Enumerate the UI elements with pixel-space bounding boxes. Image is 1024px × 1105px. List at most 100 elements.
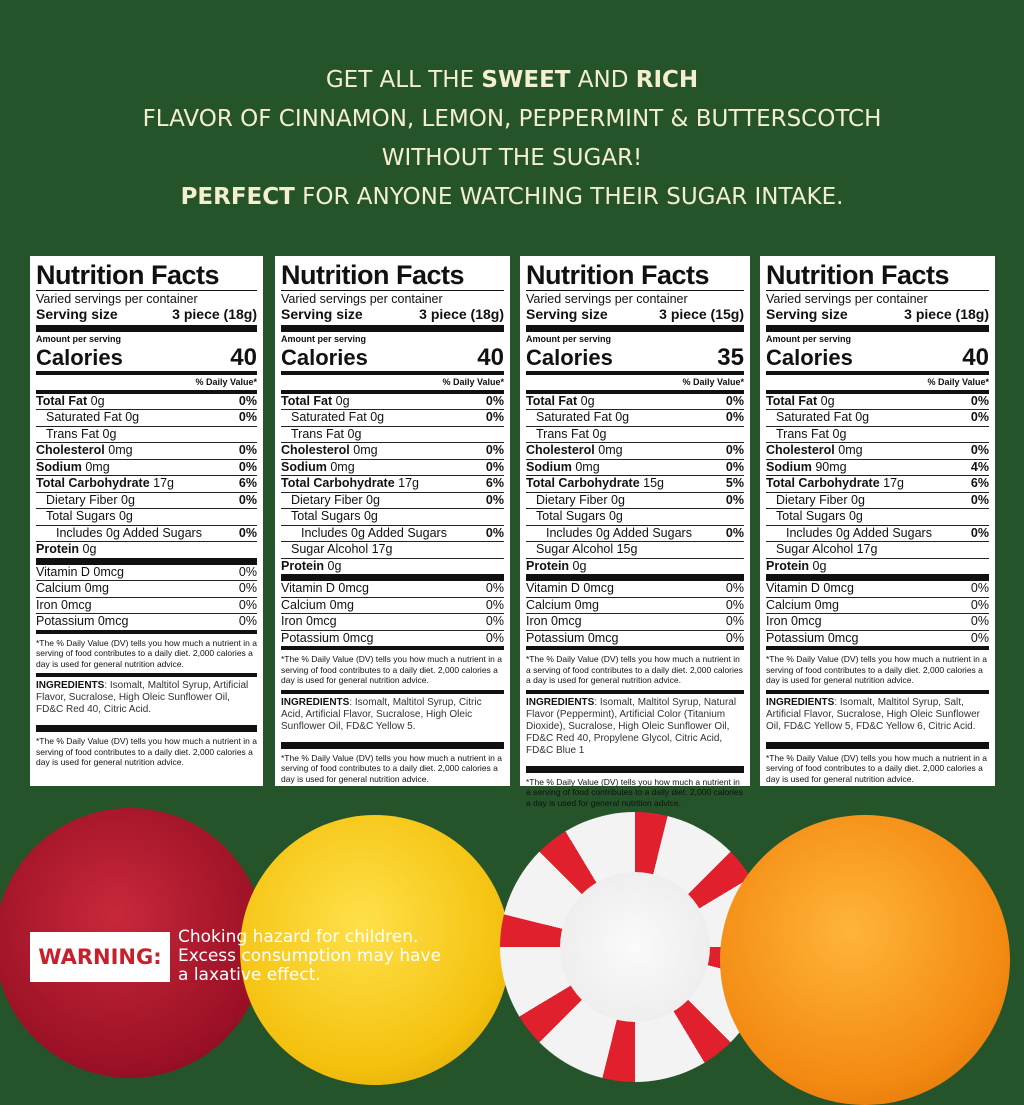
nutrient-row: Total Sugars 0g: [36, 508, 257, 525]
ingredients: INGREDIENTS: Isomalt, Maltitol Syrup, Sa…: [766, 696, 980, 732]
daily-value-header: % Daily Value*: [682, 376, 744, 387]
nutrient-row: Total Sugars 0g: [766, 508, 989, 525]
warning-text: Choking hazard for children. Excess consu…: [178, 927, 442, 985]
nutrition-label: Nutrition Facts Varied servings per cont…: [520, 256, 750, 808]
headline-line-3: WITHOUT THE SUGAR!: [381, 145, 643, 171]
ingredients: INGREDIENTS: Isomalt, Maltitol Syrup, Ci…: [281, 696, 482, 732]
headline-line-1: GET ALL THE SWEET AND RICH: [325, 67, 699, 93]
warning-badge: WARNING:: [30, 932, 170, 982]
nutrient-row: Saturated Fat 0g 0%: [766, 409, 989, 426]
nutrition-facts-title: Nutrition Facts: [36, 260, 257, 291]
nutrient-row: Iron 0mcg 0%: [281, 613, 504, 628]
headline-line-4: PERFECT FOR ANYONE WATCHING THEIR SUGAR …: [180, 184, 844, 210]
nutrient-row: Total Fat 0g 0%: [281, 389, 504, 410]
butterscotch-candy: [720, 815, 1010, 1105]
amount-per-serving: Amount per serving: [526, 333, 612, 344]
servings-per-container: Varied servings per container: [36, 292, 198, 306]
nutrient-row: Sugar Alcohol 15g: [526, 541, 744, 558]
daily-value-footnote-2: *The % Daily Value (DV) tells you how mu…: [766, 752, 987, 784]
nutrient-row: Calcium 0mg 0%: [36, 580, 257, 595]
nutrient-row: Potassium 0mcg 0%: [281, 629, 504, 645]
nutrient-row: Includes 0g Added Sugars 0%: [281, 524, 504, 542]
calories: Calories 35: [526, 343, 744, 371]
nutrient-row: Includes 0g Added Sugars 0%: [766, 524, 989, 542]
daily-value-footnote: *The % Daily Value (DV) tells you how mu…: [281, 654, 502, 685]
nutrition-label: Nutrition Facts Varied servings per cont…: [760, 256, 995, 786]
nutrient-row: Sugar Alcohol 17g: [766, 541, 989, 558]
daily-value-footnote-2: *The % Daily Value (DV) tells you how mu…: [36, 736, 257, 767]
servings-per-container: Varied servings per container: [526, 292, 688, 306]
nutrient-row: Vitamin D 0mcg 0%: [526, 574, 744, 597]
nutrient-row: Sodium 90mg 4%: [766, 458, 989, 474]
nutrition-facts-title: Nutrition Facts: [526, 260, 744, 291]
nutrient-row: Vitamin D 0mcg 0%: [36, 557, 257, 581]
nutrient-row: Total Carbohydrate 17g 6%: [766, 475, 989, 490]
nutrient-row: Dietary Fiber 0g 0%: [36, 491, 257, 509]
nutrient-row: Trans Fat 0g: [526, 425, 744, 443]
calories: Calories 40: [36, 343, 257, 371]
serving-size: Serving size 3 piece (18g): [281, 306, 504, 322]
serving-size: Serving size 3 piece (15g): [526, 306, 744, 322]
nutrient-row: Cholesterol 0mg 0%: [281, 442, 504, 457]
nutrient-row: Calcium 0mg 0%: [526, 596, 744, 612]
nutrient-row: Potassium 0mcg 0%: [526, 629, 744, 645]
nutrient-row: Protein 0g: [36, 541, 257, 558]
peppermint-center: [560, 872, 710, 1022]
serving-size: Serving size 3 piece (18g): [36, 306, 257, 322]
nutrient-row: Iron 0mcg 0%: [36, 596, 257, 612]
amount-per-serving: Amount per serving: [281, 333, 367, 344]
nutrient-row: Total Sugars 0g: [526, 508, 744, 525]
daily-value-footnote-2: *The % Daily Value (DV) tells you how mu…: [526, 776, 743, 808]
nutrient-row: Vitamin D 0mcg 0%: [766, 574, 989, 597]
daily-value-footnote: *The % Daily Value (DV) tells you how mu…: [766, 654, 987, 685]
amount-per-serving: Amount per serving: [36, 333, 122, 344]
nutrient-row: Iron 0mcg 0%: [526, 613, 744, 628]
nutrient-row: Trans Fat 0g: [766, 425, 989, 443]
daily-value-header: % Daily Value*: [442, 376, 504, 387]
nutrient-row: Dietary Fiber 0g 0%: [526, 491, 744, 509]
daily-value-footnote: *The % Daily Value (DV) tells you how mu…: [526, 654, 743, 685]
daily-value-header: % Daily Value*: [927, 376, 989, 387]
nutrient-row: Protein 0g: [766, 557, 989, 575]
nutrient-row: Vitamin D 0mcg 0%: [281, 574, 504, 597]
nutrient-row: Cholesterol 0mg 0%: [36, 442, 257, 457]
nutrient-row: Cholesterol 0mg 0%: [766, 442, 989, 457]
nutrient-row: Iron 0mcg 0%: [766, 613, 989, 628]
calories: Calories 40: [281, 343, 504, 371]
nutrient-row: Total Carbohydrate 15g 5%: [526, 475, 744, 490]
nutrient-row: Total Carbohydrate 17g 6%: [36, 475, 257, 490]
nutrient-row: Dietary Fiber 0g 0%: [281, 491, 504, 509]
nutrient-row: Sodium 0mg 0%: [36, 458, 257, 474]
nutrition-facts-title: Nutrition Facts: [766, 260, 989, 291]
ingredients: INGREDIENTS: Isomalt, Maltitol Syrup, Ar…: [36, 680, 249, 715]
nutrient-row: Total Fat 0g 0%: [526, 389, 744, 410]
nutrient-row: Total Fat 0g 0%: [36, 389, 257, 410]
nutrient-row: Calcium 0mg 0%: [281, 596, 504, 612]
nutrition-facts-title: Nutrition Facts: [281, 260, 504, 291]
serving-size: Serving size 3 piece (18g): [766, 306, 989, 322]
servings-per-container: Varied servings per container: [766, 292, 928, 306]
nutrient-row: Total Carbohydrate 17g 6%: [281, 475, 504, 490]
nutrient-row: Total Fat 0g 0%: [766, 389, 989, 410]
nutrient-row: Potassium 0mcg 0%: [36, 613, 257, 628]
nutrient-row: Saturated Fat 0g 0%: [526, 409, 744, 426]
daily-value-header: % Daily Value*: [195, 376, 257, 387]
nutrient-row: Sodium 0mg 0%: [526, 458, 744, 474]
nutrient-row: Protein 0g: [526, 557, 744, 575]
nutrient-row: Sugar Alcohol 17g: [281, 541, 504, 558]
nutrient-row: Potassium 0mcg 0%: [766, 629, 989, 645]
calories: Calories 40: [766, 343, 989, 371]
nutrient-row: Trans Fat 0g: [36, 425, 257, 443]
nutrient-row: Saturated Fat 0g 0%: [281, 409, 504, 426]
daily-value-footnote-2: *The % Daily Value (DV) tells you how mu…: [281, 752, 502, 784]
headline-line-2: FLAVOR OF CINNAMON, LEMON, PEPPERMINT & …: [142, 106, 882, 132]
servings-per-container: Varied servings per container: [281, 292, 443, 306]
amount-per-serving: Amount per serving: [766, 333, 852, 344]
nutrient-row: Calcium 0mg 0%: [766, 596, 989, 612]
daily-value-footnote: *The % Daily Value (DV) tells you how mu…: [36, 637, 257, 669]
nutrition-label: Nutrition Facts Varied servings per cont…: [30, 256, 263, 786]
nutrient-row: Total Sugars 0g: [281, 508, 504, 525]
nutrient-row: Saturated Fat 0g 0%: [36, 409, 257, 426]
nutrient-row: Dietary Fiber 0g 0%: [766, 491, 989, 509]
nutrient-row: Protein 0g: [281, 557, 504, 575]
